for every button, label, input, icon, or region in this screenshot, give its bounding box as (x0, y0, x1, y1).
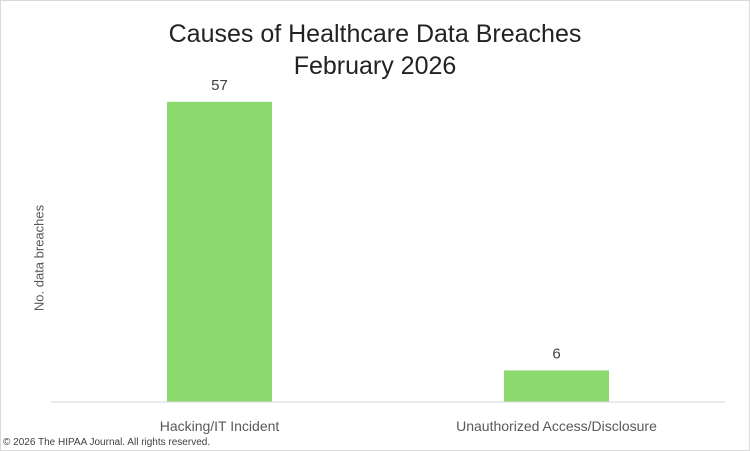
copyright-notice: © 2026 The HIPAA Journal. All rights res… (3, 437, 211, 448)
labels-layer: 57 Hacking/IT Incident 6 Unauthorized Acces… (160, 77, 657, 434)
chart-title-line-2: February 2026 (293, 52, 457, 80)
bar-2 (504, 370, 609, 402)
data-label-2: 6 (552, 345, 560, 362)
chart-title-line-1: Causes of Healthcare Data Breaches (168, 20, 582, 48)
x-tick-label-2: Unauthorized Access/Disclosure (456, 418, 657, 434)
x-tick-label-1: Hacking/IT Incident (160, 418, 280, 434)
bars-layer (167, 101, 609, 403)
bar-1 (167, 101, 272, 403)
data-label-1: 57 (211, 77, 228, 94)
chart-title: Causes of Healthcare Data Breaches Febru… (0, 18, 750, 82)
